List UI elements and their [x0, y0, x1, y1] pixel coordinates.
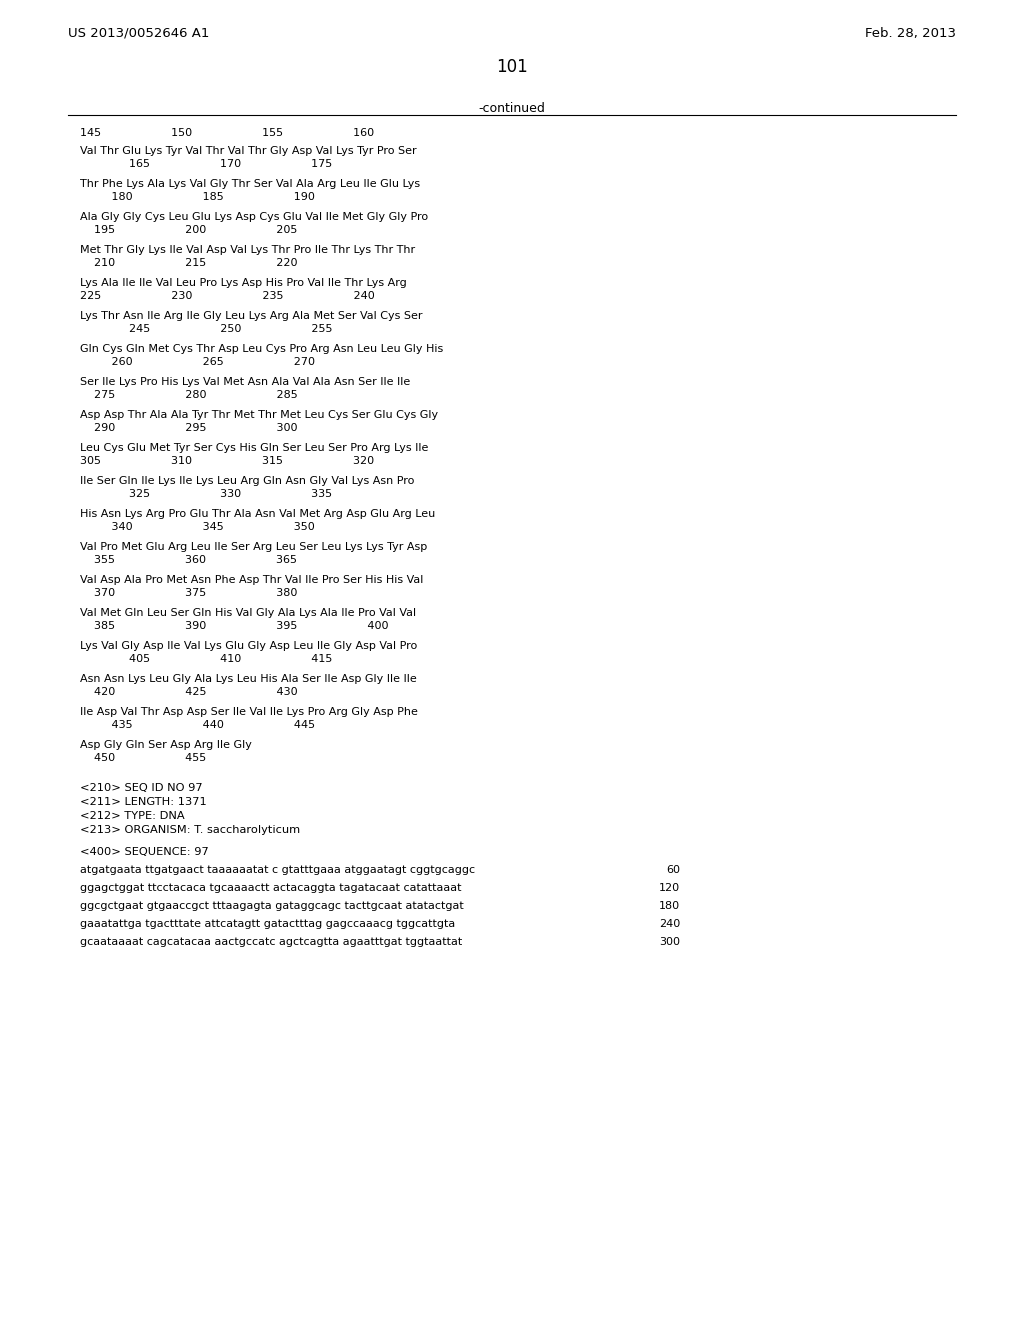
Text: Thr Phe Lys Ala Lys Val Gly Thr Ser Val Ala Arg Leu Ile Glu Lys: Thr Phe Lys Ala Lys Val Gly Thr Ser Val …: [80, 180, 420, 189]
Text: <213> ORGANISM: T. saccharolyticum: <213> ORGANISM: T. saccharolyticum: [80, 825, 300, 836]
Text: US 2013/0052646 A1: US 2013/0052646 A1: [68, 26, 209, 40]
Text: 275                    280                    285: 275 280 285: [80, 389, 298, 400]
Text: 180: 180: [658, 902, 680, 911]
Text: Lys Val Gly Asp Ile Val Lys Glu Gly Asp Leu Ile Gly Asp Val Pro: Lys Val Gly Asp Ile Val Lys Glu Gly Asp …: [80, 642, 417, 651]
Text: 180                    185                    190: 180 185 190: [80, 191, 314, 202]
Text: 420                    425                    430: 420 425 430: [80, 686, 298, 697]
Text: 355                    360                    365: 355 360 365: [80, 554, 297, 565]
Text: Val Thr Glu Lys Tyr Val Thr Val Thr Gly Asp Val Lys Tyr Pro Ser: Val Thr Glu Lys Tyr Val Thr Val Thr Gly …: [80, 147, 417, 156]
Text: 145                    150                    155                    160: 145 150 155 160: [80, 128, 374, 139]
Text: atgatgaata ttgatgaact taaaaaatat c gtatttgaaa atggaatagt cggtgcaggc: atgatgaata ttgatgaact taaaaaatat c gtatt…: [80, 865, 475, 875]
Text: 101: 101: [496, 58, 528, 77]
Text: Gln Cys Gln Met Cys Thr Asp Leu Cys Pro Arg Asn Leu Leu Gly His: Gln Cys Gln Met Cys Thr Asp Leu Cys Pro …: [80, 345, 443, 354]
Text: Ile Asp Val Thr Asp Asp Ser Ile Val Ile Lys Pro Arg Gly Asp Phe: Ile Asp Val Thr Asp Asp Ser Ile Val Ile …: [80, 708, 418, 717]
Text: 60: 60: [666, 865, 680, 875]
Text: <212> TYPE: DNA: <212> TYPE: DNA: [80, 810, 184, 821]
Text: 245                    250                    255: 245 250 255: [80, 323, 333, 334]
Text: 120: 120: [658, 883, 680, 894]
Text: Feb. 28, 2013: Feb. 28, 2013: [865, 26, 956, 40]
Text: <211> LENGTH: 1371: <211> LENGTH: 1371: [80, 797, 207, 807]
Text: Ile Ser Gln Ile Lys Ile Lys Leu Arg Gln Asn Gly Val Lys Asn Pro: Ile Ser Gln Ile Lys Ile Lys Leu Arg Gln …: [80, 477, 415, 486]
Text: gaaatattga tgactttate attcatagtt gatactttag gagccaaacg tggcattgta: gaaatattga tgactttate attcatagtt gatactt…: [80, 919, 456, 929]
Text: 290                    295                    300: 290 295 300: [80, 422, 298, 433]
Text: Val Met Gln Leu Ser Gln His Val Gly Ala Lys Ala Ile Pro Val Val: Val Met Gln Leu Ser Gln His Val Gly Ala …: [80, 609, 416, 618]
Text: Val Pro Met Glu Arg Leu Ile Ser Arg Leu Ser Leu Lys Lys Tyr Asp: Val Pro Met Glu Arg Leu Ile Ser Arg Leu …: [80, 543, 427, 552]
Text: Leu Cys Glu Met Tyr Ser Cys His Gln Ser Leu Ser Pro Arg Lys Ile: Leu Cys Glu Met Tyr Ser Cys His Gln Ser …: [80, 444, 428, 453]
Text: ggcgctgaat gtgaaccgct tttaagagta gataggcagc tacttgcaat atatactgat: ggcgctgaat gtgaaccgct tttaagagta gataggc…: [80, 902, 464, 911]
Text: <210> SEQ ID NO 97: <210> SEQ ID NO 97: [80, 783, 203, 793]
Text: 435                    440                    445: 435 440 445: [80, 719, 315, 730]
Text: 370                    375                    380: 370 375 380: [80, 587, 297, 598]
Text: 385                    390                    395                    400: 385 390 395 400: [80, 620, 388, 631]
Text: His Asn Lys Arg Pro Glu Thr Ala Asn Val Met Arg Asp Glu Arg Leu: His Asn Lys Arg Pro Glu Thr Ala Asn Val …: [80, 510, 435, 519]
Text: 300: 300: [659, 937, 680, 946]
Text: ggagctggat ttcctacaca tgcaaaactt actacaggta tagatacaat catattaaat: ggagctggat ttcctacaca tgcaaaactt actacag…: [80, 883, 462, 894]
Text: <400> SEQUENCE: 97: <400> SEQUENCE: 97: [80, 847, 209, 857]
Text: Asn Asn Lys Leu Gly Ala Lys Leu His Ala Ser Ile Asp Gly Ile Ile: Asn Asn Lys Leu Gly Ala Lys Leu His Ala …: [80, 675, 417, 684]
Text: gcaataaaat cagcatacaa aactgccatc agctcagtta agaatttgat tggtaattat: gcaataaaat cagcatacaa aactgccatc agctcag…: [80, 937, 462, 946]
Text: 210                    215                    220: 210 215 220: [80, 257, 298, 268]
Text: Asp Asp Thr Ala Ala Tyr Thr Met Thr Met Leu Cys Ser Glu Cys Gly: Asp Asp Thr Ala Ala Tyr Thr Met Thr Met …: [80, 411, 438, 420]
Text: Ser Ile Lys Pro His Lys Val Met Asn Ala Val Ala Asn Ser Ile Ile: Ser Ile Lys Pro His Lys Val Met Asn Ala …: [80, 378, 411, 387]
Text: Asp Gly Gln Ser Asp Arg Ile Gly: Asp Gly Gln Ser Asp Arg Ile Gly: [80, 741, 252, 750]
Text: 240: 240: [658, 919, 680, 929]
Text: 405                    410                    415: 405 410 415: [80, 653, 333, 664]
Text: Lys Ala Ile Ile Val Leu Pro Lys Asp His Pro Val Ile Thr Lys Arg: Lys Ala Ile Ile Val Leu Pro Lys Asp His …: [80, 279, 407, 288]
Text: 195                    200                    205: 195 200 205: [80, 224, 297, 235]
Text: Lys Thr Asn Ile Arg Ile Gly Leu Lys Arg Ala Met Ser Val Cys Ser: Lys Thr Asn Ile Arg Ile Gly Leu Lys Arg …: [80, 312, 423, 321]
Text: Met Thr Gly Lys Ile Val Asp Val Lys Thr Pro Ile Thr Lys Thr Thr: Met Thr Gly Lys Ile Val Asp Val Lys Thr …: [80, 246, 415, 255]
Text: 305                    310                    315                    320: 305 310 315 320: [80, 455, 374, 466]
Text: Val Asp Ala Pro Met Asn Phe Asp Thr Val Ile Pro Ser His His Val: Val Asp Ala Pro Met Asn Phe Asp Thr Val …: [80, 576, 423, 585]
Text: 260                    265                    270: 260 265 270: [80, 356, 315, 367]
Text: -continued: -continued: [478, 102, 546, 115]
Text: 165                    170                    175: 165 170 175: [80, 158, 332, 169]
Text: 340                    345                    350: 340 345 350: [80, 521, 314, 532]
Text: 325                    330                    335: 325 330 335: [80, 488, 332, 499]
Text: Ala Gly Gly Cys Leu Glu Lys Asp Cys Glu Val Ile Met Gly Gly Pro: Ala Gly Gly Cys Leu Glu Lys Asp Cys Glu …: [80, 213, 428, 222]
Text: 450                    455: 450 455: [80, 752, 206, 763]
Text: 225                    230                    235                    240: 225 230 235 240: [80, 290, 375, 301]
